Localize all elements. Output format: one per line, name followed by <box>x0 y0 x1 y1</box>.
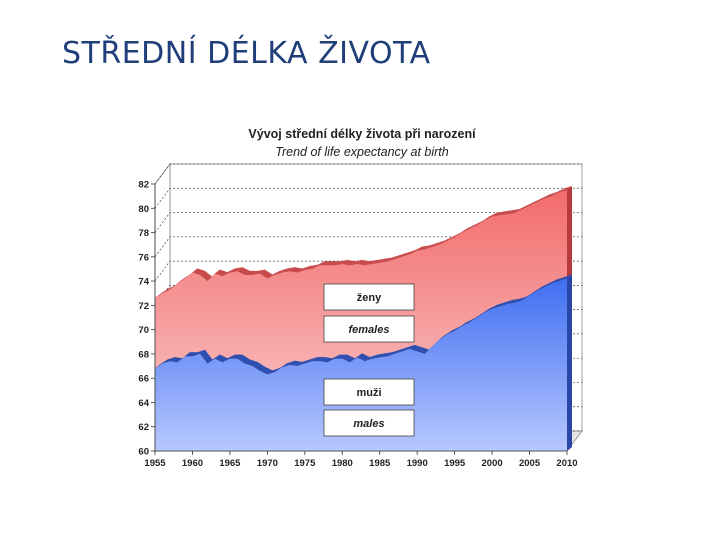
legend-females-en-box <box>323 315 415 343</box>
x-tick-label: 1985 <box>369 458 391 469</box>
x-tick-label: 1980 <box>332 458 353 469</box>
legend-males-cz: muži <box>356 387 381 399</box>
y-tick-label: 82 <box>138 180 149 191</box>
y-tick-label: 64 <box>138 398 149 409</box>
legend-females-cz: ženy <box>357 292 382 304</box>
x-tick-label: 2005 <box>519 458 541 469</box>
gridline <box>154 163 582 185</box>
slide-title: STŘEDNÍ DÉLKA ŽIVOTA <box>62 36 431 71</box>
y-tick-label: 72 <box>138 301 149 312</box>
x-tick-label: 2010 <box>556 458 577 469</box>
males-area <box>155 278 567 451</box>
y-tick-label: 70 <box>138 325 149 336</box>
gridline <box>154 260 582 282</box>
y-tick-label: 66 <box>138 374 149 385</box>
y-tick-label: 68 <box>138 349 149 360</box>
y-tick-label: 74 <box>138 277 149 288</box>
y-tick-label: 78 <box>138 228 149 239</box>
x-tick-label: 1970 <box>257 458 278 469</box>
x-tick-label: 1975 <box>294 458 316 469</box>
legend-females-en: females <box>349 324 390 336</box>
legend-females-cz-box <box>323 283 415 311</box>
legend-males-en-box <box>323 409 415 437</box>
y-tick-label: 62 <box>138 422 149 433</box>
x-tick-label: 1955 <box>144 458 166 469</box>
legend-males-en: males <box>353 418 384 430</box>
y-tick-label: 60 <box>138 447 149 458</box>
x-tick-label: 1965 <box>219 458 241 469</box>
x-tick-label: 1990 <box>407 458 428 469</box>
x-tick-label: 2000 <box>482 458 503 469</box>
x-tick-label: 1960 <box>182 458 203 469</box>
x-tick-label: 1995 <box>444 458 466 469</box>
males-side <box>567 274 572 451</box>
gridline <box>154 236 582 258</box>
gridline <box>154 187 582 209</box>
chart-subtitle: Trend of life expectancy at birth <box>275 145 449 159</box>
legend-males-cz-box <box>323 378 415 406</box>
chart-title: Vývoj střední délky života při narození <box>248 127 476 141</box>
y-tick-label: 76 <box>138 252 149 263</box>
y-tick-label: 80 <box>138 204 149 215</box>
gridline <box>154 212 582 233</box>
